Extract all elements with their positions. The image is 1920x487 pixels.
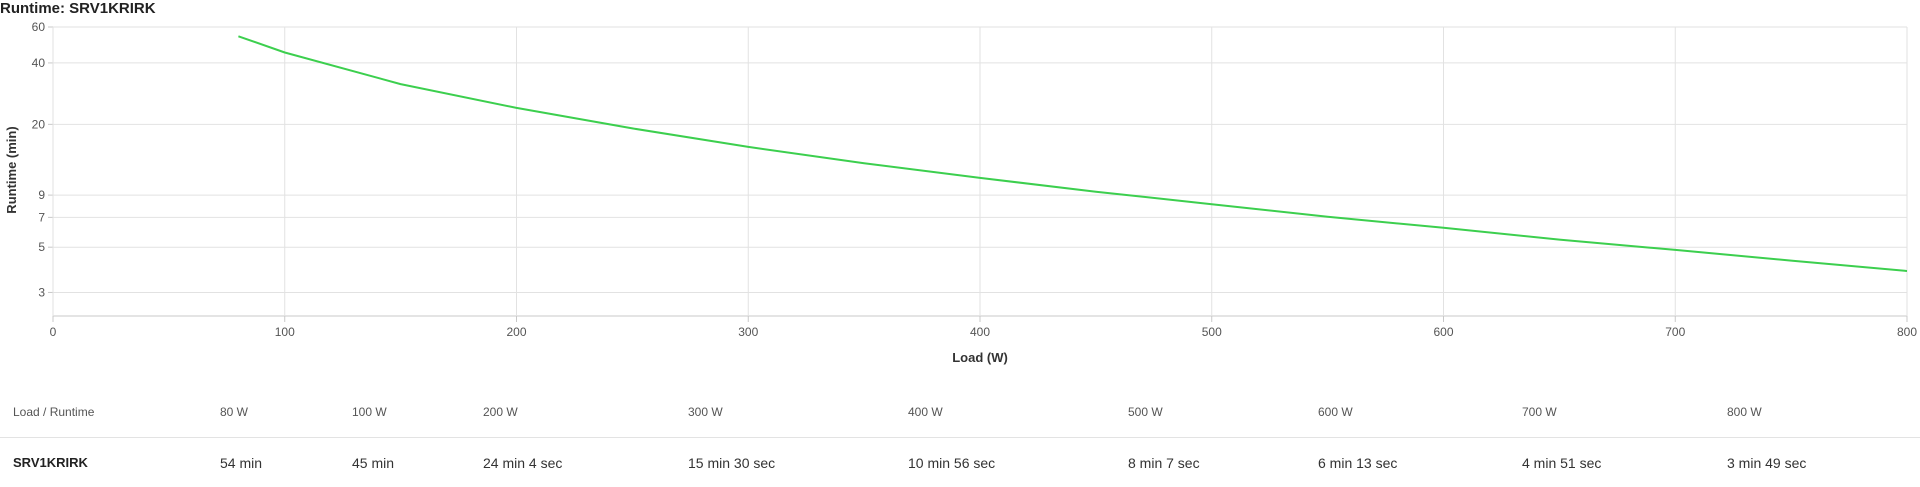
runtime-cell-800: 3 min 49 sec (1727, 455, 1807, 471)
load-header-400: 400 W (908, 405, 943, 419)
x-tick-label-200: 200 (506, 325, 526, 339)
load-header-500: 500 W (1128, 405, 1163, 419)
y-tick-label-7: 7 (38, 210, 45, 224)
runtime-cell-300: 15 min 30 sec (688, 455, 776, 471)
runtime-line-series-0 (238, 35, 1908, 272)
runtime-table: Load / Runtime 80 W 100 W 200 W 300 W 40… (0, 395, 1920, 487)
x-tick-label-400: 400 (970, 325, 990, 339)
load-header-200: 200 W (483, 405, 518, 419)
y-tick-label-3: 3 (38, 285, 45, 299)
x-tick-label-800: 800 (1897, 325, 1917, 339)
runtime-cell-400: 10 min 56 sec (908, 455, 996, 471)
runtime-cell-80: 54 min (220, 455, 263, 471)
y-axis-label: Runtime (min) (4, 126, 19, 213)
x-tick-label-600: 600 (1433, 325, 1453, 339)
load-header-300: 300 W (688, 405, 723, 419)
x-tick-label-0: 0 (50, 325, 57, 339)
y-tick-label-5: 5 (38, 240, 45, 254)
table-header-row: Load / Runtime 80 W 100 W 200 W 300 W 40… (0, 405, 1920, 425)
header-label: Load / Runtime (13, 405, 95, 419)
x-axis-label: Load (W) (952, 350, 1008, 365)
load-header-600: 600 W (1318, 405, 1353, 419)
x-tick-label-700: 700 (1665, 325, 1685, 339)
table-row: SRV1KRIRK 54 min 45 min 24 min 4 sec 15 … (0, 455, 1920, 479)
load-header-80: 80 W (220, 405, 249, 419)
y-tick-label-40: 40 (32, 56, 46, 70)
runtime-cell-100: 45 min (352, 455, 395, 471)
table-divider (0, 437, 1920, 438)
load-header-800: 800 W (1727, 405, 1762, 419)
series-layer (238, 35, 1908, 272)
load-header-100: 100 W (352, 405, 387, 419)
y-tick-label-20: 20 (32, 117, 46, 131)
runtime-cell-700: 4 min 51 sec (1522, 455, 1602, 471)
runtime-chart: 3 5 7 9 20 40 60 0 100 200 300 400 500 600 700 800 Loa… (4, 20, 1918, 365)
chart-title: Runtime: SRV1KRIRK (0, 0, 156, 17)
grid-lines (48, 26, 1908, 322)
y-tick-label-60: 60 (32, 20, 46, 34)
y-tick-label-9: 9 (38, 188, 45, 202)
x-tick-label-300: 300 (738, 325, 758, 339)
y-tick-labels: 3 5 7 9 20 40 60 (32, 20, 46, 299)
x-tick-label-500: 500 (1202, 325, 1222, 339)
runtime-cell-500: 8 min 7 sec (1128, 455, 1200, 471)
load-header-700: 700 W (1522, 405, 1557, 419)
x-tick-labels: 0 100 200 300 400 500 600 700 800 (50, 325, 1918, 339)
runtime-cell-200: 24 min 4 sec (483, 455, 563, 471)
runtime-cell-600: 6 min 13 sec (1318, 455, 1398, 471)
row-model-name: SRV1KRIRK (13, 455, 88, 470)
x-tick-label-100: 100 (275, 325, 295, 339)
